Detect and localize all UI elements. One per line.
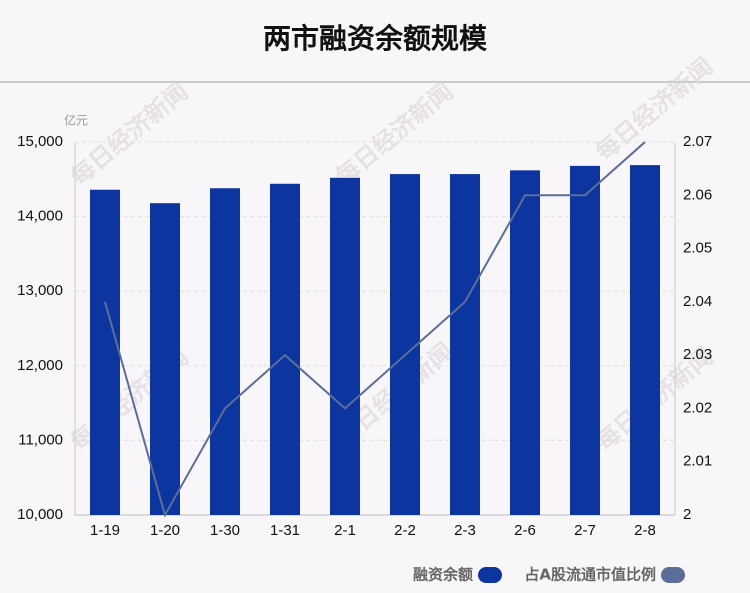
x-tick-label: 1-19 [90, 522, 120, 539]
y-axis-unit: 亿元 [64, 113, 88, 128]
y2-tick-label: 2.06 [683, 186, 712, 203]
legend-swatch [661, 567, 685, 583]
y2-tick-label: 2 [683, 506, 691, 523]
bar [450, 174, 480, 515]
bar [390, 174, 420, 515]
x-tick-label: 2-3 [454, 522, 476, 539]
y-tick-label: 14,000 [17, 208, 63, 225]
legend-swatch [478, 567, 502, 583]
y2-tick-label: 2.05 [683, 240, 712, 257]
x-tick-label: 1-20 [150, 522, 180, 539]
y2-tick-label: 2.03 [683, 346, 712, 363]
y2-tick-label: 2.04 [683, 293, 712, 310]
x-tick-label: 2-8 [634, 522, 656, 539]
bar [270, 183, 300, 515]
watermark: 每日经济新闻 [65, 77, 193, 191]
bar [210, 188, 240, 515]
y2-tick-label: 2.01 [683, 453, 712, 470]
x-tick-label: 1-30 [210, 522, 240, 539]
legend-label: 占A股流通市值比例 [524, 566, 656, 584]
x-tick-label: 2-2 [394, 522, 416, 539]
y-tick-label: 12,000 [17, 357, 63, 374]
x-tick-label: 2-6 [514, 522, 536, 539]
bar [630, 165, 660, 515]
y2-tick-label: 2.07 [683, 133, 712, 150]
chart-title: 两市融资余额规模 [263, 22, 488, 55]
y2-tick-label: 2.02 [683, 399, 712, 416]
y-tick-label: 10,000 [17, 506, 63, 523]
bar [150, 203, 180, 515]
y-tick-label: 13,000 [17, 282, 63, 299]
x-tick-label: 2-7 [574, 522, 596, 539]
legend-label: 融资余额 [413, 566, 473, 584]
y-tick-label: 11,000 [18, 431, 63, 448]
x-tick-label: 1-31 [270, 522, 300, 539]
y-tick-label: 15,000 [17, 133, 63, 150]
line-series [104, 141, 646, 518]
bar [510, 170, 540, 515]
x-tick-label: 2-1 [334, 522, 356, 539]
bar [330, 177, 360, 516]
bar [570, 165, 600, 515]
bar [90, 189, 120, 515]
